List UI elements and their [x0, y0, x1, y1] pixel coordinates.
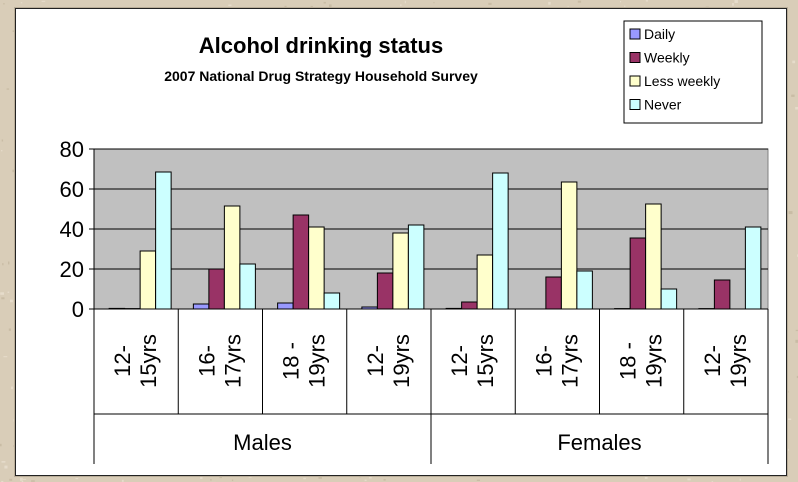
x-tick-label-line1: 16- — [531, 345, 556, 377]
bar — [445, 307, 463, 310]
legend-label: Less weekly — [644, 73, 720, 89]
legend-swatch — [629, 28, 641, 40]
x-tick-label: 16- 17yrs — [194, 334, 245, 388]
x-tick-label-line2: 19yrs — [726, 334, 751, 388]
bar — [376, 272, 394, 310]
y-tick-label: 80 — [60, 137, 84, 162]
x-tick-label: 18 -19yrs — [616, 334, 667, 388]
y-tick-label: 0 — [72, 297, 84, 322]
x-tick-label-line2: 19yrs — [642, 334, 667, 388]
bar — [323, 292, 341, 310]
bar — [208, 268, 225, 310]
group-label: Females — [557, 430, 641, 455]
legend-label: Weekly — [644, 50, 690, 66]
x-tick-label: 12- 15yrs — [110, 334, 161, 388]
x-tick-label-line1: 12- — [700, 345, 725, 377]
bar — [223, 205, 241, 310]
x-tick-label-line1: 12- — [110, 345, 135, 377]
bar — [545, 276, 562, 310]
chart-title: Alcohol drinking status — [199, 33, 443, 58]
x-tick-label-line1: 16- — [194, 345, 219, 377]
x-tick-label-line1: 12- — [447, 345, 472, 377]
x-tick-label-line1: 12- — [363, 345, 388, 377]
bar — [277, 302, 294, 310]
y-tick-label: 20 — [60, 257, 84, 282]
chart-subtitle: 2007 National Drug Strategy Household Su… — [164, 68, 478, 84]
bar — [744, 226, 762, 310]
bar — [492, 172, 509, 310]
bar-chart: Alcohol drinking status 2007 National Dr… — [60, 20, 769, 464]
bar — [476, 254, 494, 310]
bar — [629, 237, 647, 310]
x-tick-label-line2: 19yrs — [389, 334, 414, 388]
legend-swatch — [629, 99, 641, 110]
legend-box — [623, 20, 763, 124]
bar — [361, 306, 378, 310]
legend-swatch — [629, 52, 641, 63]
bar — [713, 279, 731, 310]
bar — [192, 303, 210, 310]
group-label: Males — [233, 430, 292, 455]
bar — [292, 214, 310, 310]
x-tick-label-line2: 17yrs — [557, 334, 582, 388]
bar — [239, 263, 256, 310]
bar — [308, 226, 325, 310]
y-tick-label: 40 — [60, 217, 84, 242]
bar — [560, 181, 578, 310]
bar — [660, 288, 678, 310]
x-tick-label-line1: 18 - — [279, 342, 304, 380]
bar — [576, 270, 593, 310]
y-tick-label: 60 — [60, 177, 84, 202]
x-tick-label-line2: 15yrs — [136, 334, 161, 388]
x-tick-label: 18 -19yrs — [279, 334, 330, 388]
bar — [461, 301, 478, 310]
x-tick-label: 12- 19yrs — [700, 334, 751, 388]
bar — [645, 203, 662, 310]
x-tick-label-line2: 17yrs — [220, 334, 245, 388]
x-tick-label: 12- 19yrs — [363, 334, 414, 388]
bar — [139, 250, 157, 310]
x-tick-label-line1: 18 - — [616, 342, 641, 380]
x-tick-label: 16- 17yrs — [531, 334, 582, 388]
legend-label: Never — [644, 97, 682, 113]
bar — [155, 171, 172, 310]
bar — [407, 224, 425, 310]
x-tick-label-line2: 19yrs — [305, 334, 330, 388]
x-tick-label-line2: 15yrs — [473, 334, 498, 388]
legend: Daily Weekly Less weekly Never — [623, 20, 763, 124]
legend-label: Daily — [644, 26, 675, 42]
chart-area: Alcohol drinking status 2007 National Dr… — [15, 8, 787, 476]
bar — [392, 232, 409, 310]
x-tick-label: 12- 15yrs — [447, 334, 498, 388]
legend-swatch — [629, 75, 641, 87]
bar — [108, 307, 126, 310]
